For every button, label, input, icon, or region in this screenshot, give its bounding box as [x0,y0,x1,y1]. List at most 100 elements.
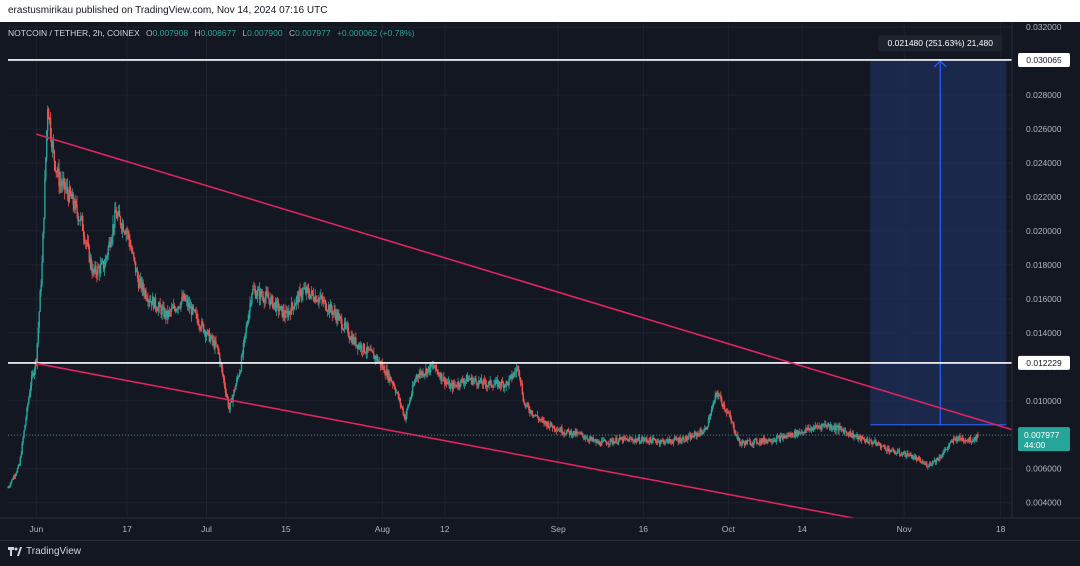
candle-body [237,376,240,378]
candle-body [895,453,897,455]
candle-body [803,432,805,434]
candle-body [614,441,616,444]
candle-body [684,441,686,443]
candle-body [98,266,100,268]
candle-body [566,429,569,432]
candle-body [335,314,337,321]
candle-body [702,432,704,434]
candle-body [245,326,247,334]
candle-body [16,468,19,473]
candle-body [781,435,783,439]
candle-body [557,429,559,431]
time-tick-label: 14 [797,524,807,534]
candle-body [779,435,782,442]
candle-body [207,330,210,332]
price-range-box[interactable] [870,59,1007,425]
candle-body [583,435,585,439]
candle-body [502,382,505,389]
candle-body [611,439,613,444]
candle-body [548,422,550,428]
candle-body [175,309,177,312]
time-tick-label: Jun [30,524,44,534]
candle-body [122,223,125,232]
price-axis[interactable]: 0.0040000.0060000.0080000.0100000.012000… [1011,22,1070,518]
candle-body [946,449,948,451]
candle-body [607,443,610,445]
candle-body [485,384,488,387]
candle-body [214,341,216,349]
candle-body [900,454,903,456]
candle-body [65,187,68,189]
trendline-upper[interactable] [36,133,1013,431]
candle-body [624,438,627,439]
candle-body [410,393,413,398]
candle-body [714,395,716,403]
price-range-label-bg [878,34,1003,51]
candle-body [823,424,825,426]
candle-body [357,344,359,349]
candle-body [909,453,911,457]
candle-body [929,462,931,466]
candle-body [381,363,384,369]
candle-body [813,427,816,431]
candle-body [480,378,483,384]
candle-body [676,439,679,441]
candle-body [193,309,195,311]
trendline-lower[interactable] [36,362,854,519]
candle-body [133,257,136,262]
candle-body [52,141,55,151]
level-price-tag[interactable] [1018,355,1070,370]
candle-body [427,368,429,375]
candle-body [100,262,103,265]
level-price-tag[interactable] [1018,52,1070,67]
candle-body [552,425,555,429]
candle-body [377,361,380,363]
candle-body [298,290,300,303]
candle-body [456,386,458,388]
candle-body [152,297,155,309]
candle-body [844,430,847,432]
candle-body [374,356,376,359]
low-label: L [242,28,248,38]
candle-body [728,413,731,415]
candle-body [752,443,754,445]
candle-body [483,379,486,381]
tradingview-logo[interactable]: TradingView [8,546,81,557]
candle-body [660,440,662,443]
tradingview-logo-icon [8,546,22,556]
candle-body [822,424,824,426]
candle-body [261,295,264,297]
candle-body [958,435,960,440]
candle-body [97,266,99,276]
candle-body [497,379,499,387]
candle-body [621,438,624,443]
candle-body [786,435,788,438]
price-tick-label: 0.006000 [1026,464,1062,474]
high-value: 0.008677 [200,28,237,38]
candle-body [489,380,491,382]
time-axis[interactable]: Jun 17 Jul 15 Aug 12 Sep 16 Oct 14 Nov 18 [0,517,1080,534]
candle-body [514,372,516,374]
candle-body [651,440,653,444]
candle-body [775,437,778,442]
drawings[interactable]: 0.021480 (251.63%) 21,480 [8,34,1013,519]
candle-body [768,438,770,442]
candle-body [416,375,419,377]
candle-body [23,430,25,438]
candle-body [40,284,42,292]
price-chart[interactable]: 0.021480 (251.63%) 21,480 0.004000 0.0060… [0,0,1080,540]
candle-body [101,261,104,263]
candle-body [393,384,395,386]
candle-body [795,430,798,437]
candle-body [445,381,448,383]
candle-body [11,479,13,483]
current-price-tag[interactable] [1018,427,1070,452]
candle-body [306,287,308,294]
candle-body [930,464,933,466]
candle-body [460,379,462,387]
candle-body [229,402,231,410]
candle-body [36,343,39,364]
candle-body [880,445,883,449]
candle-body [945,449,947,451]
candle-body [446,382,449,384]
